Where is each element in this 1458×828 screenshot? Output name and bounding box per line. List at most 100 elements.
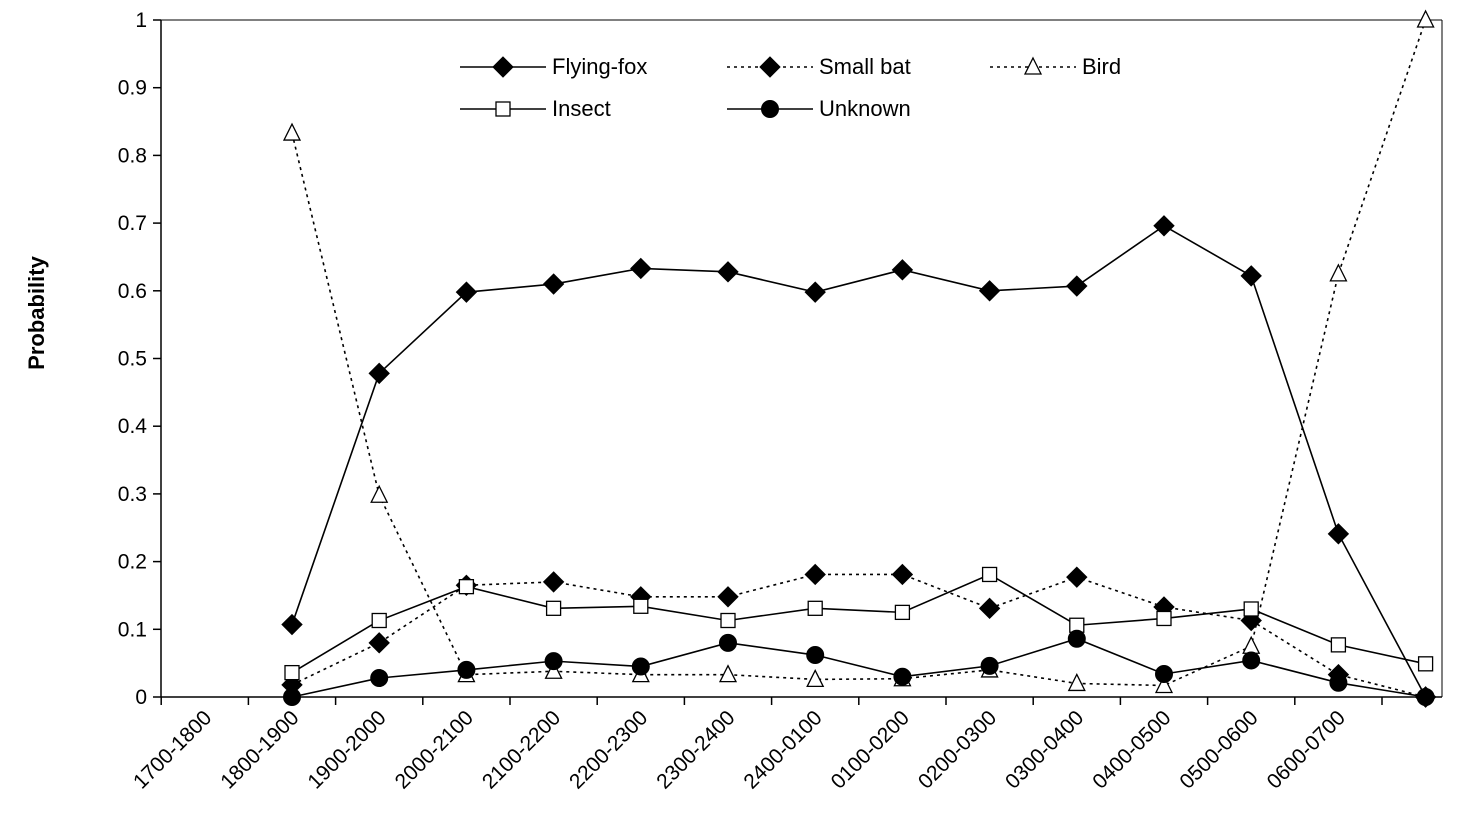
data-point-unknown	[1155, 664, 1173, 683]
data-point-insect	[633, 598, 649, 614]
data-point-small-bat	[804, 563, 826, 586]
x-tick-label: 0500-0600	[1175, 706, 1262, 793]
data-point-insect	[545, 600, 562, 616]
data-point-unknown	[631, 657, 650, 676]
y-tick-label: 0.8	[118, 144, 147, 167]
x-tick-label: 1800-1900	[216, 706, 303, 793]
data-point-small-bat	[978, 597, 1001, 620]
y-tick-label: 0.4	[118, 415, 148, 438]
data-point-flying-fox	[1327, 523, 1350, 545]
y-tick-label: 0	[135, 686, 147, 709]
series-small-bat	[281, 563, 1437, 708]
data-point-unknown	[1242, 651, 1261, 670]
y-tick-label: 0.6	[118, 280, 147, 303]
legend-marker-bird	[1023, 56, 1043, 75]
data-point-flying-fox	[455, 281, 478, 303]
data-point-flying-fox	[1153, 215, 1175, 237]
x-tick-label: 2300-2400	[652, 706, 739, 793]
series-line-bird	[291, 19, 1427, 687]
data-point-flying-fox	[368, 362, 390, 385]
data-point-insect	[284, 664, 300, 681]
data-point-unknown	[893, 667, 912, 686]
data-point-insect	[371, 612, 387, 629]
data-point-unknown	[1067, 629, 1086, 648]
data-point-bird	[1242, 635, 1261, 654]
legend-item-flying-fox: Flying-fox	[460, 54, 647, 79]
legend-label-unknown: Unknown	[819, 96, 911, 121]
series-unknown	[283, 629, 1435, 706]
legend: Flying-fox Small bat Bird Insect Unknown	[460, 54, 1121, 121]
series-line-insect	[291, 573, 1426, 674]
data-point-bird	[370, 484, 389, 503]
data-point-insect	[458, 578, 475, 595]
series-group	[281, 9, 1437, 708]
legend-label-flying-fox: Flying-fox	[552, 54, 647, 79]
x-tick-label: 1900-2000	[303, 706, 390, 793]
series-flying-fox	[281, 215, 1437, 708]
y-tick-label: 0.3	[118, 483, 147, 506]
x-tick-label: 0300-0400	[1001, 706, 1088, 793]
series-line-flying-fox	[291, 224, 1427, 698]
data-point-flying-fox	[804, 281, 826, 303]
data-point-insect	[981, 566, 998, 583]
x-tick-label: 2200-2300	[565, 706, 652, 793]
x-tick-label: 1700-1800	[129, 706, 216, 793]
data-point-flying-fox	[281, 613, 303, 636]
data-point-unknown	[806, 646, 825, 665]
data-point-flying-fox	[717, 261, 739, 283]
data-point-insect	[807, 600, 823, 616]
y-tick-label: 0.2	[118, 551, 147, 574]
data-point-bird	[544, 660, 563, 679]
data-point-small-bat	[717, 586, 739, 608]
series-line-small-bat	[291, 573, 1426, 698]
x-tick-label: 0400-0500	[1088, 706, 1175, 793]
data-point-small-bat	[368, 632, 390, 654]
data-point-flying-fox	[1240, 265, 1262, 287]
data-point-insect	[1330, 637, 1347, 653]
legend-item-insect: Insect	[460, 96, 611, 121]
data-point-flying-fox	[542, 273, 565, 295]
data-point-unknown	[980, 656, 999, 675]
series-line-unknown	[291, 637, 1426, 698]
legend-label-insect: Insect	[552, 96, 611, 121]
y-tick-label: 0.9	[118, 77, 147, 100]
data-point-insect	[894, 604, 911, 621]
axes: 0 0.1 0.2 0.3 0.4 0.5 0.6 0.7 0.8 0.9 1 1700-1800 18…	[118, 9, 1443, 794]
data-point-bird	[718, 664, 738, 683]
legend-item-bird: Bird	[990, 54, 1121, 79]
legend-marker-small-bat	[759, 56, 781, 78]
data-point-unknown	[457, 660, 476, 679]
x-tick-label: 0100-0200	[827, 706, 914, 793]
y-tick-label: 0.1	[118, 618, 147, 641]
series-insect	[284, 566, 1434, 681]
legend-label-small-bat: Small bat	[819, 54, 911, 79]
legend-marker-unknown	[761, 100, 779, 118]
legend-marker-insect	[495, 101, 511, 117]
data-point-insect	[1417, 656, 1434, 672]
data-point-bird	[1067, 673, 1086, 692]
data-point-unknown	[719, 633, 737, 652]
data-point-unknown	[1416, 688, 1435, 706]
data-point-bird	[806, 668, 825, 688]
data-point-bird	[1329, 263, 1348, 282]
legend-marker-flying-fox	[492, 56, 514, 78]
y-tick-label: 0.5	[118, 348, 147, 371]
y-axis-title: Probability	[24, 255, 49, 369]
data-point-small-bat	[891, 563, 914, 586]
data-point-flying-fox	[630, 257, 652, 280]
data-point-bird	[1416, 9, 1435, 28]
data-point-small-bat	[542, 571, 565, 593]
data-point-small-bat	[1066, 566, 1088, 588]
x-tick-label: 2000-2100	[391, 706, 478, 793]
data-point-insect	[1156, 610, 1172, 627]
data-point-insect	[1243, 601, 1259, 617]
data-point-insect	[720, 612, 736, 629]
legend-label-bird: Bird	[1082, 54, 1121, 79]
data-point-flying-fox	[978, 280, 1001, 302]
x-tick-label: 2400-0100	[739, 706, 826, 793]
data-point-unknown	[370, 669, 389, 688]
y-tick-label: 1	[135, 9, 147, 32]
data-point-unknown	[1329, 673, 1348, 692]
